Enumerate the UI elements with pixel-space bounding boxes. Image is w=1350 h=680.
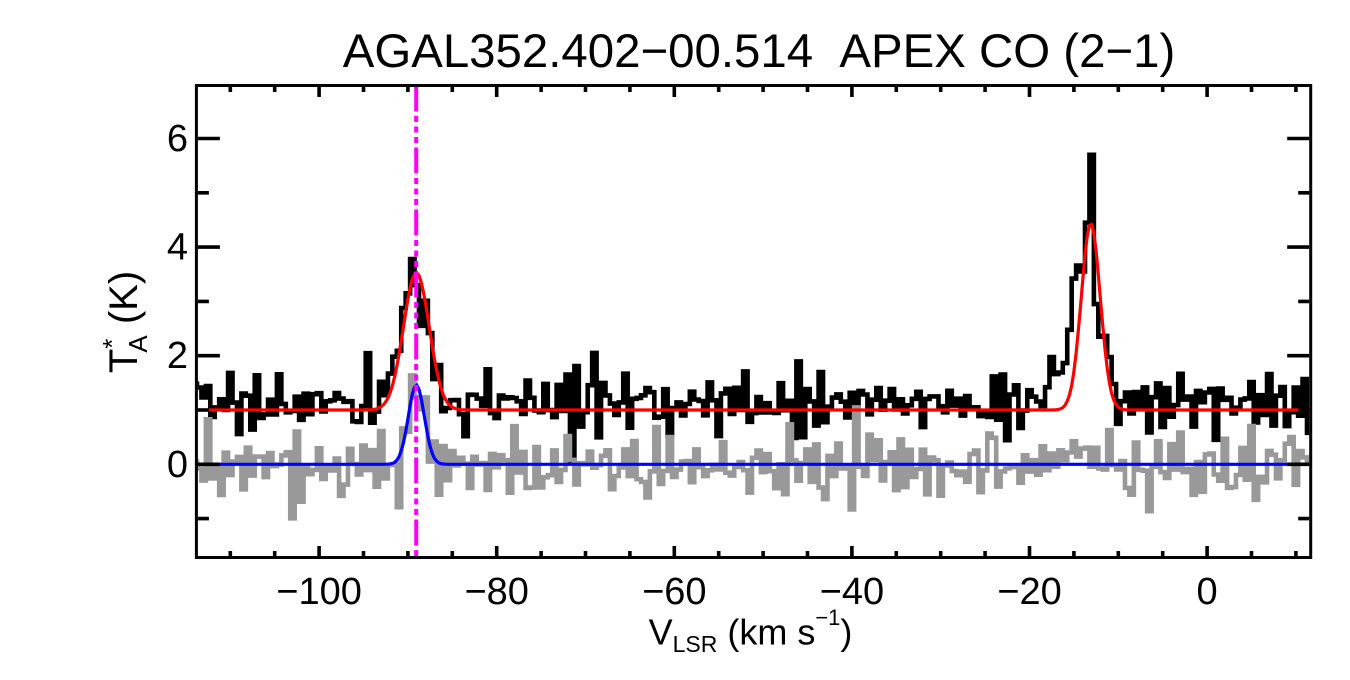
svg-text:6: 6 — [167, 118, 188, 160]
svg-text:−80: −80 — [464, 571, 528, 613]
svg-text:−20: −20 — [997, 571, 1061, 613]
svg-text:−40: −40 — [820, 571, 884, 613]
svg-text:4: 4 — [167, 227, 188, 269]
svg-text:−60: −60 — [642, 571, 706, 613]
svg-text:0: 0 — [1197, 571, 1218, 613]
svg-text:T*A (K): T*A (K) — [97, 271, 153, 373]
svg-text:AGAL352.402−00.514 APEX CO (2: AGAL352.402−00.514 APEX CO (2−1) — [343, 25, 1176, 78]
svg-text:0: 0 — [167, 444, 188, 486]
svg-text:−100: −100 — [276, 571, 362, 613]
svg-text:2: 2 — [167, 335, 188, 377]
